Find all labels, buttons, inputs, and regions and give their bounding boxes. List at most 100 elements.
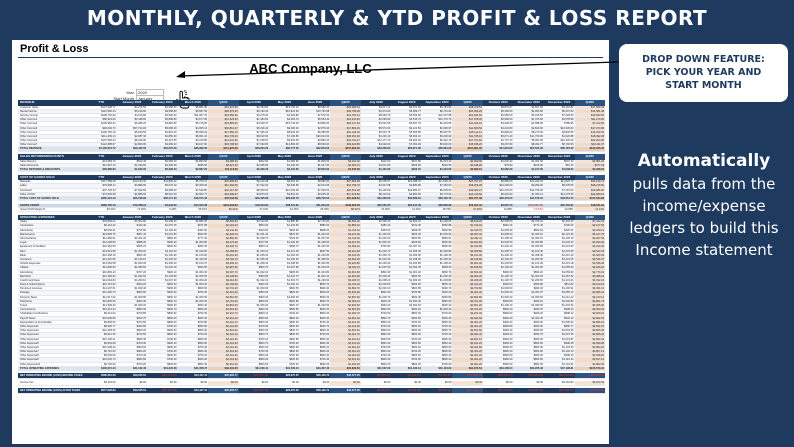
row-value: $12,997.13 — [102, 163, 116, 167]
row-value: $147,548.77 — [101, 105, 116, 109]
row-value: $1,100.10 — [134, 257, 147, 261]
row-value: $302.60 — [258, 159, 269, 163]
row-value: $27,797.23 — [452, 180, 483, 184]
row-value: $0.00 — [444, 381, 452, 385]
row-value: $7,649.82 — [195, 188, 208, 192]
row-value: $13,750.98 — [316, 109, 330, 113]
row-value: $9,216.42 — [103, 224, 116, 228]
row-value: $540.16 — [503, 224, 513, 228]
column-header: November 2020 — [517, 214, 540, 219]
row-value: $20,703.97 — [560, 203, 574, 207]
table-row: Equipment & Facilities $10,964.90 $905.70 $… — [18, 245, 606, 250]
row-value: $900.20 — [441, 337, 452, 341]
column-header: May 2020 — [277, 174, 292, 179]
row-value: $2,506.40 — [378, 220, 391, 224]
row-label: NET OPERATING INCOME (LOSS) AFTER TAXES — [20, 388, 81, 392]
row-value: $900.40 — [380, 358, 391, 362]
row-value: $2,201.40 — [452, 312, 483, 316]
row-label: Contractors — [20, 224, 34, 228]
row-value: $3,100.00 — [378, 188, 391, 192]
row-value: $1,001.81 — [561, 337, 574, 341]
section-header: REVENUE YTD January 2020 February 2020 March… — [18, 100, 606, 106]
row-value: $1,049.90 — [195, 249, 208, 253]
row-value: $800.20 — [289, 316, 299, 320]
column-header: February 2020 — [152, 154, 173, 159]
row-value: $900.60 — [136, 345, 147, 349]
row-value: $2,601.20 — [330, 345, 361, 350]
row-value: $9,502.60 — [103, 354, 116, 358]
row-value: $20,576.40 — [208, 109, 239, 113]
row-value: $2,578.90 — [561, 118, 574, 122]
row-value: ($2,497.41) — [438, 374, 452, 378]
row-value: $800.20 — [167, 345, 177, 349]
row-value: $700.60 — [136, 333, 147, 337]
row-value: $53,871.00 — [407, 147, 421, 151]
row-value: $4,917.88 — [378, 184, 391, 188]
row-value: $2,912.90 — [330, 270, 361, 274]
table-row: Other Income5 $111,209.14 $2,987.40 $2,850.… — [18, 134, 606, 140]
row-value: $1,208.30 — [409, 257, 421, 261]
row-value: $800.40 — [441, 354, 452, 358]
table-row: Other Expense1 $8,995.77 $600.80 $700.20 $80… — [18, 324, 606, 330]
row-value: $1,000.60 — [531, 295, 543, 299]
row-value: $2,301.70 — [330, 333, 361, 337]
row-value: $800.20 — [319, 312, 330, 316]
row-value: $5,709.13 — [195, 180, 208, 184]
row-value: $700.60 — [411, 320, 421, 324]
row-value: $800.70 — [258, 341, 269, 345]
row-value: $800.30 — [258, 320, 269, 324]
row-value: $1,007.90 — [317, 237, 330, 241]
row-value: $4,454.70 — [330, 163, 361, 168]
row-value: $303.90 — [289, 228, 299, 232]
column-header: YTD — [98, 174, 105, 179]
row-value: $890.77 — [564, 324, 574, 328]
row-value: $900.30 — [533, 324, 543, 328]
row-value: $76,404.42 — [452, 203, 483, 208]
row-value: $0.00 — [261, 381, 269, 385]
row-value: 37.44% — [259, 208, 269, 212]
row-value: $116,566.24 — [101, 109, 116, 113]
row-value: $1,001.70 — [287, 274, 299, 278]
row-value: $700.40 — [319, 358, 330, 362]
table-row: Bad Debt $12,305.92 $1,002.60 $1,105.80 $1,0… — [18, 274, 606, 279]
row-value: $900.20 — [136, 283, 147, 287]
dropdown-callout: DROP DOWN FEATURE: PICK YOUR YEAR AND ST… — [619, 44, 788, 102]
row-value: $996.60 — [197, 163, 208, 167]
row-value: $800.40 — [197, 362, 208, 366]
row-value: $1,000.80 — [134, 295, 147, 299]
row-label: Salary — [20, 220, 28, 224]
row-value: $3,039.40 — [574, 241, 606, 245]
row-value: $1,100.30 — [500, 266, 513, 270]
table-row: Rental Income $116,566.24 $5,219.90 $9,668.… — [18, 109, 606, 114]
row-value: $1,100.60 — [165, 228, 177, 232]
row-value: $6,552.92 — [409, 113, 421, 117]
row-value: $13,064.84 — [102, 278, 116, 282]
table-row: Customer Sales $147,548.77 $4,276.56 $2,080… — [18, 105, 606, 110]
row-value: $49,309.00 — [377, 147, 391, 151]
row-value: $1,002.10 — [256, 278, 269, 282]
column-header: September 2020 — [425, 174, 449, 179]
row-value: $1,000.60 — [531, 245, 543, 249]
row-value: $2,802.92 — [574, 362, 606, 366]
row-value: $2,401.40 — [330, 337, 361, 341]
column-header: December 2020 — [548, 174, 571, 179]
row-label: Equipment & Facilities — [20, 245, 46, 249]
row-value: $900.30 — [319, 287, 330, 291]
row-label: Bank — [20, 253, 26, 257]
row-value: $2,399.40 — [256, 168, 269, 172]
row-value: $6,383.40 — [165, 168, 177, 172]
row-label: Overhead — [20, 188, 32, 192]
column-header: January 2020 — [122, 174, 142, 179]
row-value: $796.00 — [564, 224, 574, 228]
row-value: $700.90 — [258, 324, 269, 328]
row-value: ($5,987.07) — [377, 374, 391, 378]
row-value: $2,492.11 — [452, 237, 483, 241]
row-value: $99,422.00 — [133, 147, 147, 151]
column-header: December 2020 — [548, 154, 571, 159]
row-value: $2,101.60 — [208, 324, 239, 329]
row-value: $11,735.10 — [452, 134, 483, 139]
row-value: $10,190.30 — [133, 180, 147, 184]
row-value: $1,002.40 — [165, 266, 177, 270]
row-value: 69.91% — [106, 208, 116, 212]
row-value: $800.60 — [167, 362, 177, 366]
